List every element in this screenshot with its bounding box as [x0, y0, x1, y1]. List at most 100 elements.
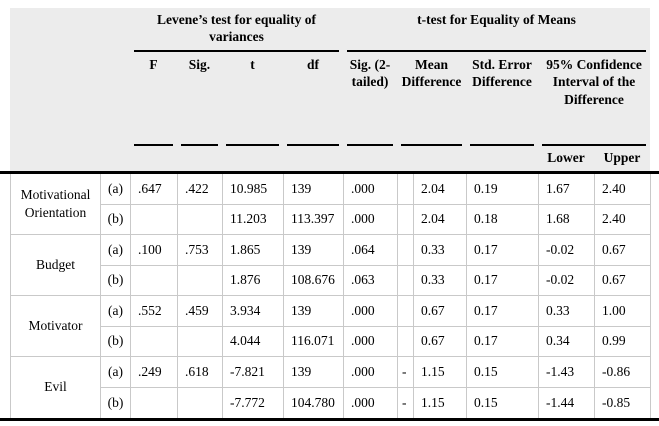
col-header-ci-label: 95% Confidence Interval of the Differenc… — [546, 57, 642, 107]
cell-df: 108.676 — [284, 265, 344, 296]
cell-upper: -0.86 — [595, 357, 651, 388]
cell-mean-diff: 0.33 — [414, 235, 467, 266]
col-header-confidence-interval: 95% Confidence Interval of the Differenc… — [538, 52, 650, 146]
cell-upper: 2.40 — [595, 204, 651, 235]
cell-sig — [178, 204, 223, 235]
group-label: Evil — [11, 357, 101, 418]
col-header-df: df — [283, 52, 343, 146]
variant-label: (a) — [101, 174, 131, 205]
cell-df: 139 — [284, 174, 344, 205]
cell-f — [131, 265, 178, 296]
ttest-underline-rule — [347, 49, 646, 52]
cell-lower: 1.68 — [539, 204, 595, 235]
cell-minus — [398, 174, 414, 205]
header-spacer — [10, 52, 130, 146]
cell-mean-diff: 1.15 — [414, 387, 467, 418]
cell-upper: 1.00 — [595, 296, 651, 327]
col-header-se-label: Std. Error Difference — [472, 57, 532, 90]
cell-df: 104.780 — [284, 387, 344, 418]
col-header-lower-label: Lower — [547, 150, 585, 165]
cell-t: 10.985 — [223, 174, 284, 205]
cell-sig2: .000 — [344, 174, 398, 205]
cell-minus: - — [398, 387, 414, 418]
col-header-t: t — [222, 52, 283, 146]
cell-mean-diff: 0.33 — [414, 265, 467, 296]
cell-sig2: .063 — [344, 265, 398, 296]
variant-label: (b) — [101, 204, 131, 235]
cell-f: .249 — [131, 357, 178, 388]
variant-label: (a) — [101, 357, 131, 388]
cell-upper: 0.67 — [595, 265, 651, 296]
cell-mean-diff: 0.67 — [414, 296, 467, 327]
cell-lower: 1.67 — [539, 174, 595, 205]
group-label: Motivational Orientation — [11, 174, 101, 235]
table-header: Levene’s test for equality of variances … — [10, 8, 650, 171]
col-header-upper-label: Upper — [603, 150, 641, 165]
cell-sig2: .000 — [344, 357, 398, 388]
col-header-mean-label: Mean Difference — [401, 57, 462, 90]
col-header-mean-difference: Mean Difference — [397, 52, 466, 146]
cell-df: 139 — [284, 235, 344, 266]
col-header-df-label: df — [306, 57, 319, 72]
underline-rule — [287, 143, 339, 146]
col-header-sig-2-tailed: Sig. (2-tailed) — [343, 52, 397, 146]
variant-label: (b) — [101, 387, 131, 418]
col-header-upper: Upper — [594, 146, 650, 171]
underline-rule — [401, 143, 462, 146]
cell-lower: 0.33 — [539, 296, 595, 327]
cell-f — [131, 326, 178, 357]
cell-sig — [178, 387, 223, 418]
cell-sig — [178, 265, 223, 296]
cell-lower: -1.44 — [539, 387, 595, 418]
cell-se-diff: 0.15 — [467, 387, 539, 418]
cell-se-diff: 0.19 — [467, 174, 539, 205]
group-label: Motivator — [11, 296, 101, 357]
cell-minus — [398, 235, 414, 266]
header-spacer — [10, 146, 538, 171]
cell-df: 113.397 — [284, 204, 344, 235]
cell-sig2: .000 — [344, 326, 398, 357]
underline-rule — [134, 143, 173, 146]
col-header-t-label: t — [250, 57, 255, 72]
cell-se-diff: 0.17 — [467, 326, 539, 357]
ttest-group-header: t-test for Equality of Means — [343, 8, 650, 52]
cell-sig2: .000 — [344, 204, 398, 235]
cell-minus — [398, 326, 414, 357]
levene-group-header: Levene’s test for equality of variances — [130, 8, 343, 52]
cell-upper: 0.99 — [595, 326, 651, 357]
cell-mean-diff: 2.04 — [414, 204, 467, 235]
cell-df: 139 — [284, 296, 344, 327]
cell-se-diff: 0.17 — [467, 265, 539, 296]
col-header-sig: Sig. — [177, 52, 222, 146]
cell-t: -7.772 — [223, 387, 284, 418]
group-label: Budget — [11, 235, 101, 296]
cell-sig — [178, 326, 223, 357]
cell-upper: 0.67 — [595, 235, 651, 266]
underline-rule — [542, 143, 646, 146]
cell-t: 1.876 — [223, 265, 284, 296]
col-header-f-label: F — [149, 57, 158, 72]
header-body-divider-rule — [0, 171, 659, 174]
cell-minus — [398, 265, 414, 296]
cell-lower: -0.02 — [539, 235, 595, 266]
cell-f — [131, 204, 178, 235]
cell-upper: -0.85 — [595, 387, 651, 418]
variant-label: (a) — [101, 296, 131, 327]
variant-label: (a) — [101, 235, 131, 266]
cell-t: 11.203 — [223, 204, 284, 235]
col-header-f: F — [130, 52, 177, 146]
cell-minus — [398, 204, 414, 235]
cell-df: 116.071 — [284, 326, 344, 357]
cell-sig: .753 — [178, 235, 223, 266]
cell-lower: 0.34 — [539, 326, 595, 357]
underline-rule — [470, 143, 534, 146]
cell-f — [131, 387, 178, 418]
cell-f: .100 — [131, 235, 178, 266]
col-header-std-error-difference: Std. Error Difference — [466, 52, 538, 146]
levene-underline-rule — [134, 49, 339, 52]
cell-se-diff: 0.15 — [467, 357, 539, 388]
variant-label: (b) — [101, 326, 131, 357]
levene-group-label: Levene’s test for equality of variances — [157, 12, 316, 45]
underline-rule — [181, 143, 218, 146]
